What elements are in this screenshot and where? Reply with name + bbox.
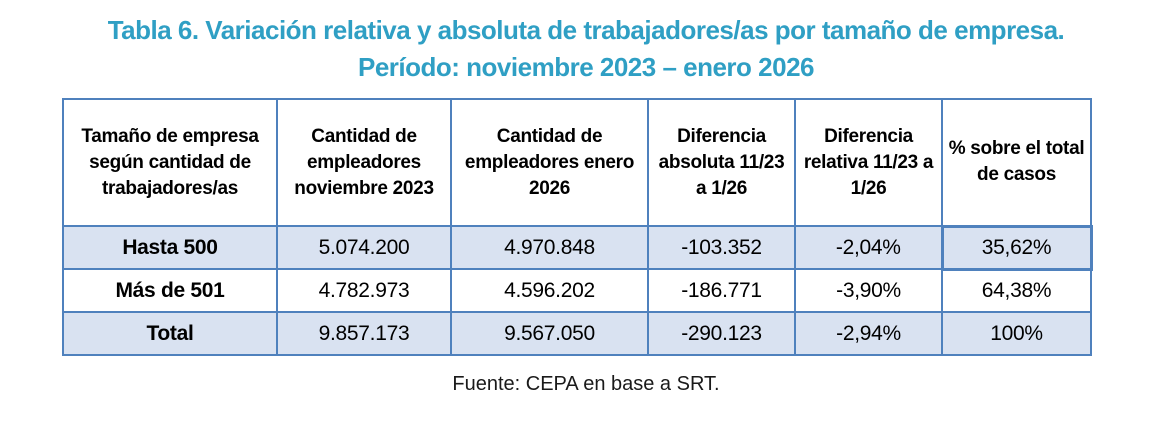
table-cell: -2,94%: [794, 311, 943, 356]
table-row-total: Total 9.857.173 9.567.050 -290.123 -2,94…: [62, 311, 1092, 356]
row-label-hasta-500: Hasta 500: [62, 225, 278, 270]
table-cell: -290.123: [647, 311, 796, 356]
table-cell: -3,90%: [794, 268, 943, 313]
table-row-hasta-500: Hasta 500 5.074.200 4.970.848 -103.352 -…: [62, 224, 1093, 271]
table-row-mas-de-501: Más de 501 4.782.973 4.596.202 -186.771 …: [62, 268, 1092, 313]
table-cell-highlighted: 35,62%: [940, 224, 1093, 271]
table-title-line1: Tabla 6. Variación relativa y absoluta d…: [107, 15, 1065, 45]
header-row: Tamaño de empresa según cantidad de trab…: [62, 98, 1092, 227]
table-cell: 64,38%: [941, 268, 1092, 313]
table-title: Tabla 6. Variación relativa y absoluta d…: [0, 12, 1172, 86]
column-header-empleadores-noviembre-2023: Cantidad de empleadores noviembre 2023: [276, 98, 452, 227]
table-cell: 5.074.200: [276, 225, 452, 270]
table-cell: 4.596.202: [450, 268, 649, 313]
data-table: Tamaño de empresa según cantidad de trab…: [62, 98, 1093, 356]
table-title-line2: Período: noviembre 2023 – enero 2026: [358, 52, 815, 82]
source-note: Fuente: CEPA en base a SRT.: [452, 373, 720, 395]
table-cell: 9.567.050: [450, 311, 649, 356]
column-header-pct-total-casos: % sobre el total de casos: [941, 98, 1092, 227]
table-cell: -2,04%: [794, 225, 943, 270]
table-cell: 4.970.848: [450, 225, 649, 270]
row-label-total: Total: [62, 311, 278, 356]
column-header-tamano-empresa: Tamaño de empresa según cantidad de trab…: [62, 98, 278, 227]
table-cell: -103.352: [647, 225, 796, 270]
table-cell: 100%: [941, 311, 1092, 356]
table-cell: -186.771: [647, 268, 796, 313]
table-cell: 9.857.173: [276, 311, 452, 356]
table-cell: 4.782.973: [276, 268, 452, 313]
column-header-diferencia-relativa: Diferencia relativa 11/23 a 1/26: [794, 98, 943, 227]
column-header-empleadores-enero-2026: Cantidad de empleadores enero 2026: [450, 98, 649, 227]
row-label-mas-de-501: Más de 501: [62, 268, 278, 313]
report-page: Tabla 6. Variación relativa y absoluta d…: [0, 12, 1172, 435]
column-header-diferencia-absoluta: Diferencia absoluta 11/23 a 1/26: [647, 98, 796, 227]
